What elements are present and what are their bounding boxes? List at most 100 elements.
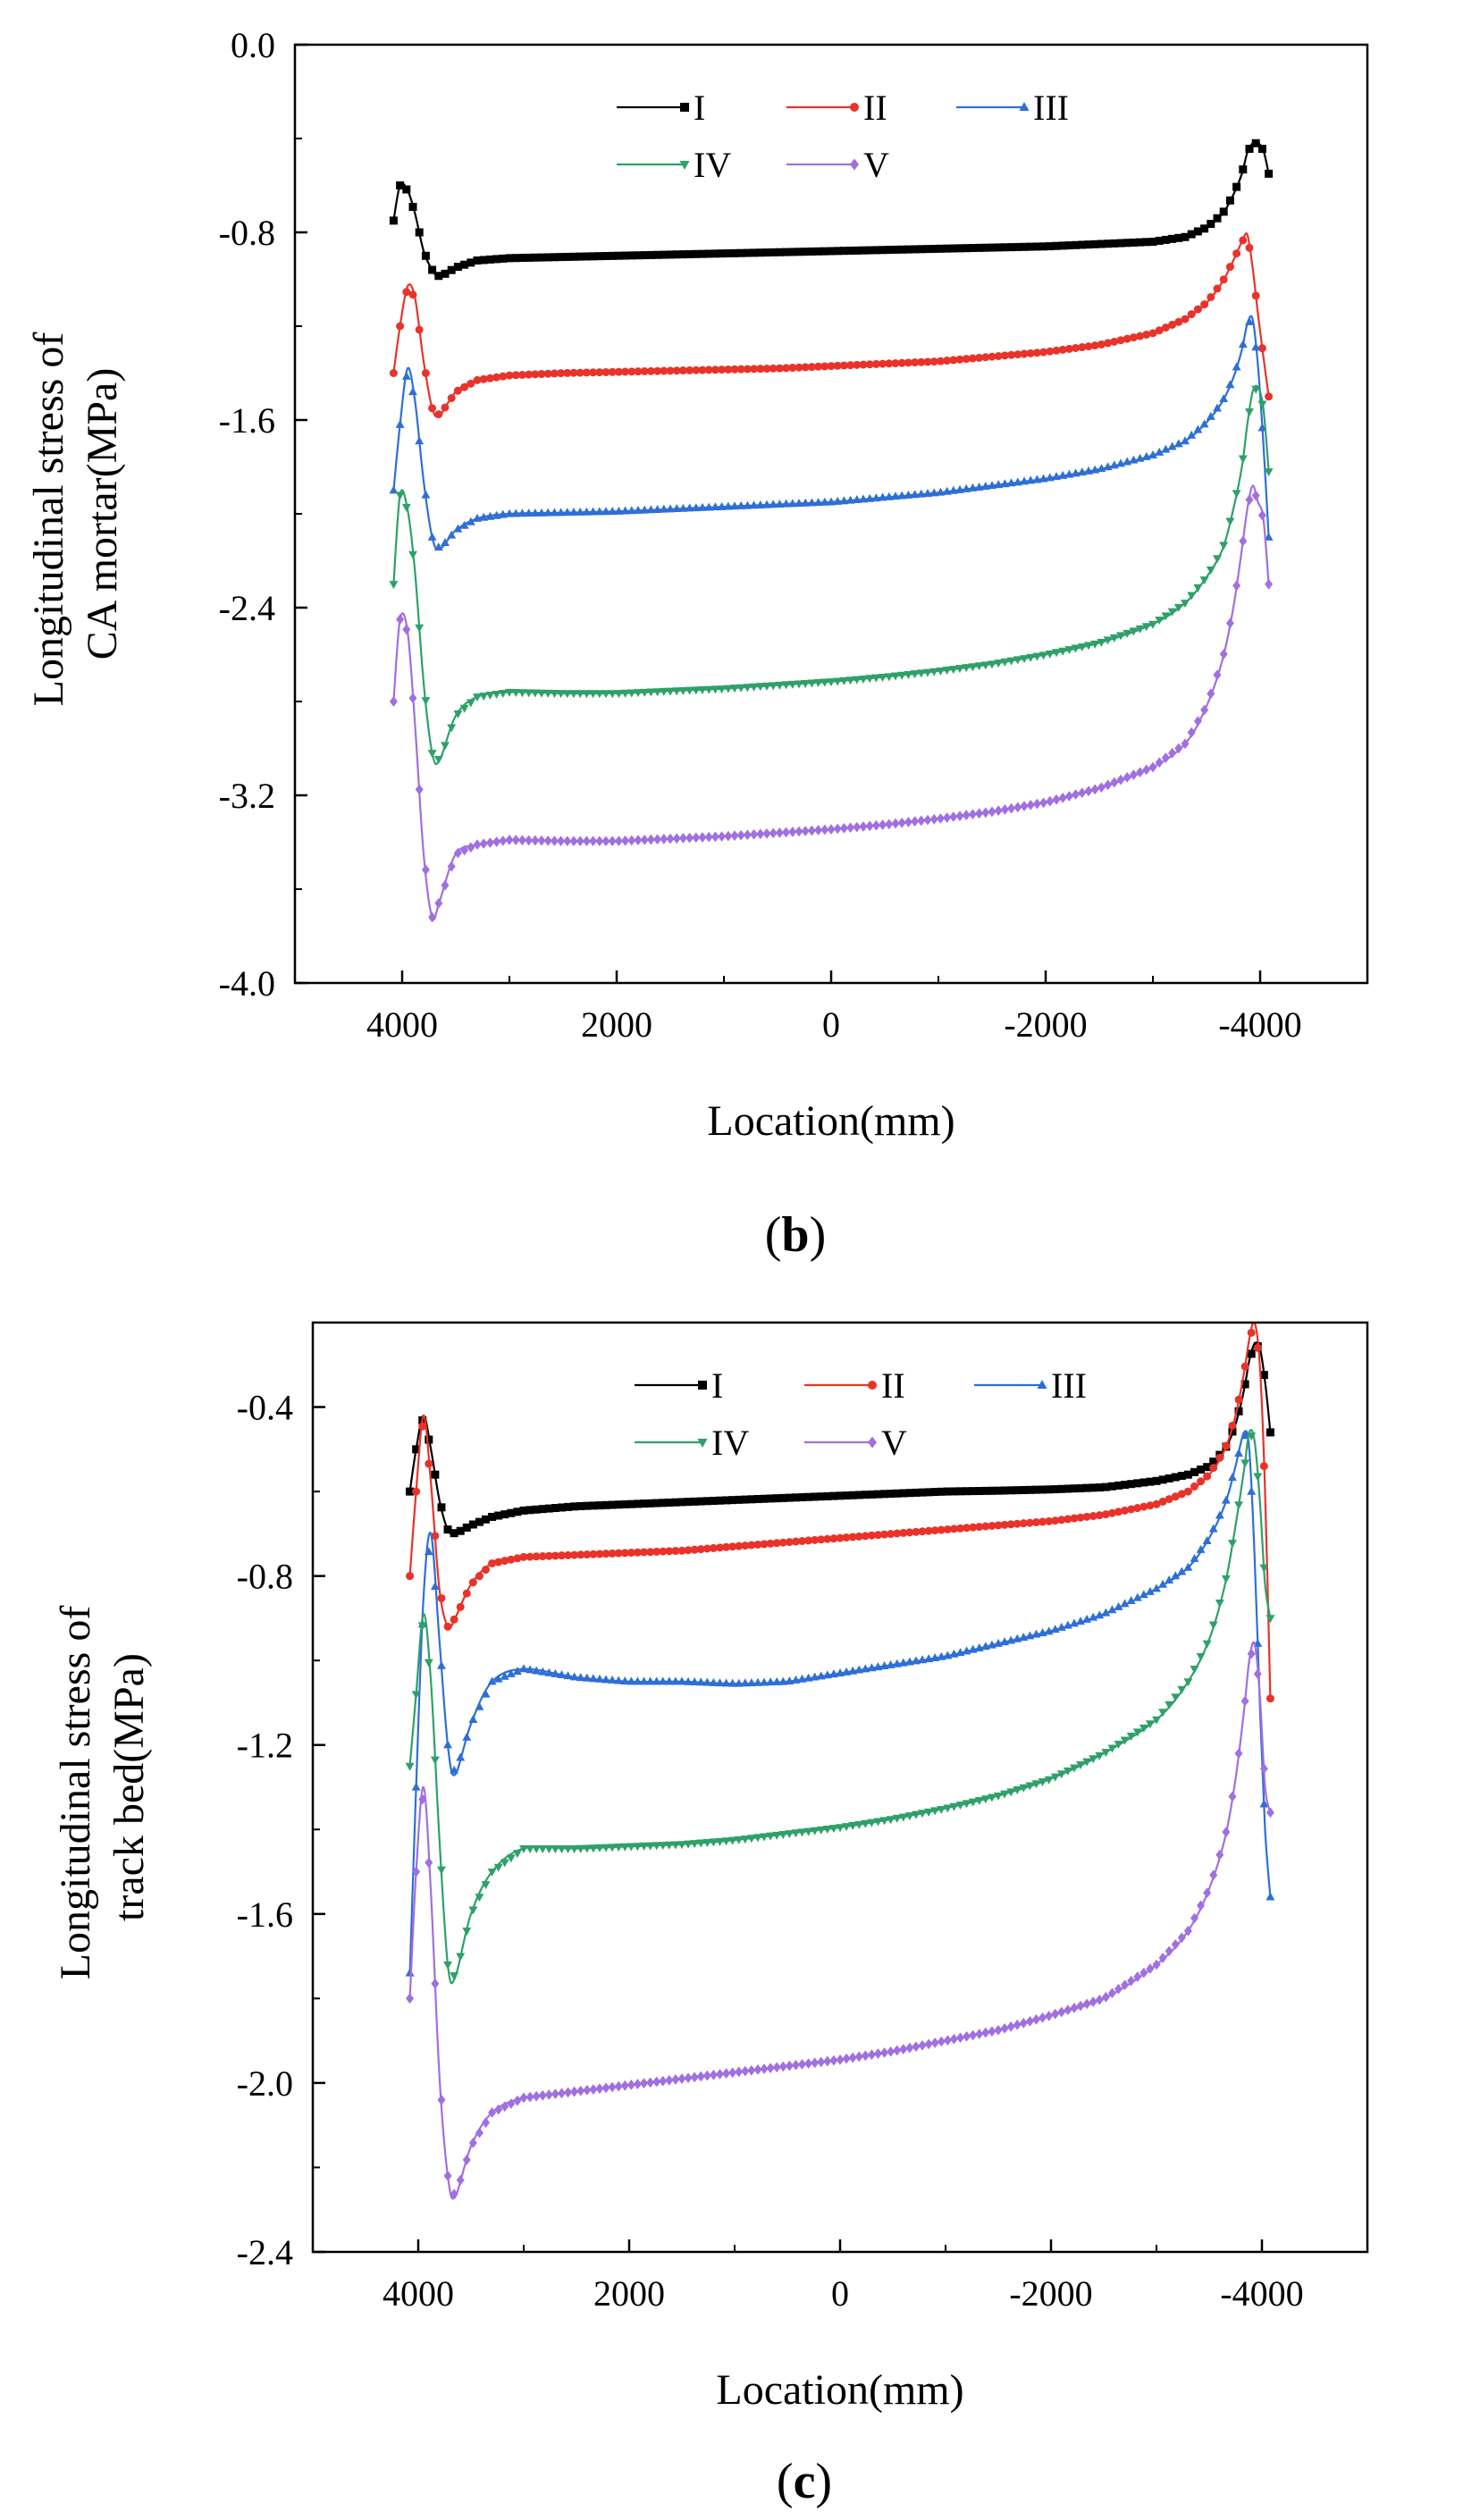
- data-point-II-c: [1025, 1518, 1034, 1527]
- data-point-IV-c: [664, 1841, 674, 1850]
- data-point-I-b: [453, 263, 462, 272]
- data-point-I-b: [569, 252, 578, 261]
- data-point-IV-c: [1171, 1693, 1181, 1702]
- data-point-III-c: [563, 1671, 573, 1680]
- data-point-IV-c: [1101, 1749, 1111, 1758]
- data-point-V-c: [1203, 1887, 1212, 1899]
- data-point-III-b: [936, 487, 946, 496]
- data-point-V-b: [582, 836, 591, 847]
- data-point-III-c: [1158, 1579, 1168, 1588]
- data-point-II-b: [525, 370, 534, 379]
- data-point-II-c: [785, 1538, 794, 1547]
- data-point-V-c: [861, 2050, 870, 2062]
- data-point-III-b: [659, 504, 669, 513]
- x-tick-label-b: -2000: [1004, 1004, 1087, 1045]
- data-point-III-c: [1196, 1544, 1206, 1553]
- data-point-III-b: [1213, 403, 1222, 412]
- data-point-V-b: [1104, 779, 1113, 791]
- data-point-V-c: [677, 2073, 686, 2085]
- data-point-III-c: [822, 1670, 832, 1679]
- data-point-IV-c: [828, 1825, 838, 1834]
- data-point-IV-c: [867, 1819, 877, 1827]
- data-point-V-c: [646, 2077, 655, 2088]
- data-point-III-c: [468, 1714, 478, 1723]
- data-point-I-c: [1121, 1481, 1130, 1490]
- data-point-IV-b: [1071, 644, 1081, 653]
- data-point-V-b: [988, 806, 996, 818]
- data-point-IV-c: [576, 1844, 585, 1853]
- data-point-IV-b: [1219, 542, 1229, 550]
- data-point-I-b: [904, 245, 912, 254]
- data-point-IV-b: [447, 724, 457, 733]
- data-point-I-b: [525, 253, 534, 262]
- data-point-III-b: [1251, 342, 1261, 351]
- data-point-IV-b: [466, 699, 475, 708]
- data-point-IV-b: [652, 688, 662, 697]
- data-point-V-c: [709, 2070, 718, 2080]
- data-point-III-c: [772, 1676, 782, 1685]
- data-point-III-c: [785, 1676, 795, 1685]
- data-point-III-c: [652, 1676, 661, 1685]
- legend-entry-II-c: II: [804, 1365, 905, 1406]
- panel-label-c-open: (: [777, 2454, 794, 2509]
- data-point-I-c: [1247, 1349, 1256, 1358]
- data-point-I-c: [1114, 1481, 1123, 1490]
- data-point-I-b: [955, 244, 964, 253]
- data-point-I-c: [462, 1523, 471, 1532]
- data-point-II-c: [513, 1554, 522, 1563]
- data-point-V-b: [537, 835, 546, 846]
- data-point-V-b: [1064, 791, 1073, 802]
- data-point-III-b: [704, 502, 714, 511]
- data-point-V-c: [1045, 2011, 1054, 2021]
- data-point-IV-c: [766, 1832, 776, 1841]
- data-point-IV-c: [456, 1953, 466, 1961]
- data-point-II-c: [456, 1602, 465, 1611]
- data-point-I-c: [766, 1494, 775, 1503]
- data-point-II-c: [930, 1526, 939, 1535]
- data-point-V-c: [988, 2026, 996, 2037]
- data-point-II-b: [517, 370, 526, 379]
- data-point-I-c: [842, 1491, 851, 1500]
- data-point-III-c: [664, 1676, 674, 1685]
- data-point-V-c: [418, 1793, 427, 1805]
- data-point-IV-b: [717, 685, 727, 694]
- data-point-I-c: [956, 1487, 965, 1496]
- data-point-IV-c: [639, 1842, 649, 1851]
- data-point-IV-c: [740, 1835, 750, 1844]
- x-tick-label-b: 2000: [581, 1004, 652, 1045]
- data-point-I-b: [1257, 145, 1266, 154]
- data-point-III-c: [677, 1676, 686, 1685]
- data-point-III-c: [500, 1671, 509, 1680]
- data-point-I-b: [788, 248, 797, 256]
- data-point-IV-c: [1095, 1751, 1105, 1760]
- data-point-V-b: [853, 821, 862, 833]
- data-point-V-b: [1225, 617, 1234, 629]
- data-point-V-c: [930, 2037, 939, 2048]
- data-point-II-c: [1013, 1519, 1022, 1528]
- data-point-II-c: [817, 1535, 826, 1544]
- data-point-IV-b: [685, 686, 694, 695]
- data-point-I-b: [1207, 220, 1215, 229]
- y-axis-label-c-line1: Longitudinal stress of: [52, 1606, 99, 1980]
- data-point-V-b: [718, 831, 727, 842]
- data-point-II-b: [601, 367, 610, 376]
- data-point-III-b: [543, 508, 553, 517]
- data-point-III-c: [778, 1676, 788, 1685]
- data-point-V-b: [460, 844, 469, 856]
- data-point-V-c: [975, 2029, 984, 2039]
- data-point-III-c: [1266, 1892, 1275, 1901]
- data-point-II-c: [956, 1524, 965, 1533]
- data-point-IV-b: [962, 664, 971, 673]
- data-point-II-c: [937, 1525, 946, 1534]
- series-I-b: [389, 139, 1274, 281]
- data-point-II-c: [1057, 1516, 1066, 1525]
- data-point-V-b: [1097, 782, 1106, 794]
- data-point-IV-c: [892, 1814, 902, 1823]
- data-point-II-c: [1051, 1516, 1060, 1525]
- data-point-I-c: [981, 1486, 990, 1495]
- data-point-V-b: [1110, 777, 1119, 788]
- data-point-II-c: [1064, 1515, 1072, 1524]
- data-point-V-c: [431, 1978, 440, 1989]
- data-point-V-b: [396, 614, 405, 625]
- data-point-V-b: [975, 808, 984, 819]
